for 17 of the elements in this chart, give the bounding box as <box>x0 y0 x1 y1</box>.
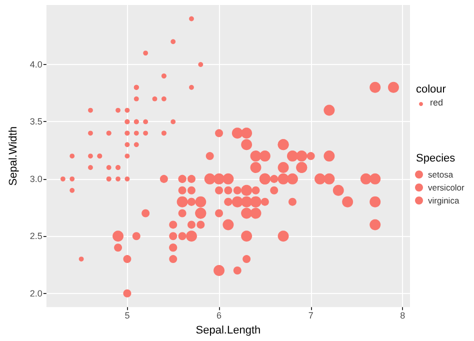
y-tick-label: 2.0 <box>30 288 42 298</box>
x-tick-label: 7 <box>308 310 314 321</box>
y-tick-label: 4.0 <box>30 60 42 70</box>
x-axis-title: Sepal.Length <box>196 324 261 336</box>
legend-title: Species <box>416 152 456 164</box>
legend-label: setosa <box>428 170 454 180</box>
legend-label: virginica <box>428 196 460 206</box>
y-tick-label: 2.5 <box>30 231 42 242</box>
legend-label: versicolor <box>428 182 465 192</box>
x-tick-label: 8 <box>400 310 406 321</box>
y-axis-title: Sepal.Width <box>8 126 20 186</box>
x-tick-label: 5 <box>124 310 130 321</box>
text: colour <box>416 84 446 96</box>
y-tick-label: 3.0 <box>30 174 42 184</box>
y-tick-label: 3.5 <box>30 116 42 127</box>
x-tick-label: 6 <box>216 310 222 321</box>
text: red <box>430 98 444 108</box>
